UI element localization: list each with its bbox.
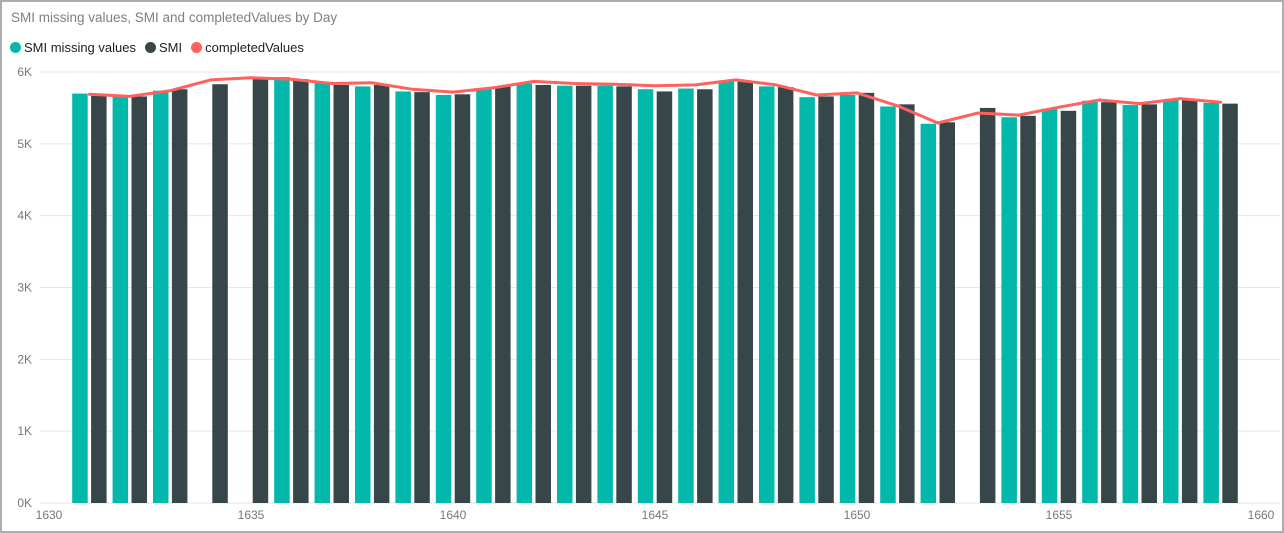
bar-smi[interactable]	[575, 85, 592, 504]
y-axis-label: 1K	[17, 424, 32, 438]
bar-smi[interactable]	[899, 104, 915, 503]
bar-smi[interactable]	[656, 91, 673, 504]
bar-smi-missing-values[interactable]	[355, 86, 371, 504]
bar-smi-missing-values[interactable]	[1203, 102, 1219, 504]
bar-smi[interactable]	[212, 84, 228, 503]
x-axis-label: 1655	[1046, 508, 1073, 522]
y-axis-label: 5K	[17, 137, 32, 151]
completedvalues-line[interactable]	[87, 76, 1223, 125]
bar-smi[interactable]	[495, 86, 511, 504]
legend-label: SMI missing values	[24, 40, 136, 55]
y-axis-label: 6K	[17, 65, 32, 79]
chart-title: SMI missing values, SMI and completedVal…	[11, 10, 338, 25]
bar-smi-missing-values[interactable]	[678, 88, 694, 504]
bar-smi[interactable]	[1181, 99, 1198, 503]
bar-smi-missing-values[interactable]	[557, 85, 573, 504]
legend-item-smi-missing-values[interactable]: SMI missing values	[10, 40, 136, 55]
bar-smi-missing-values[interactable]	[759, 86, 775, 504]
x-axis-label: 1640	[440, 508, 467, 522]
bar-smi-missing-values[interactable]	[1163, 100, 1179, 504]
bar-smi[interactable]	[939, 122, 956, 504]
legend: SMI missing values SMI completedValues	[10, 40, 304, 55]
bar-smi[interactable]	[697, 89, 713, 503]
y-axis-label: 0K	[17, 496, 32, 510]
bar-smi[interactable]	[91, 95, 107, 503]
bar-smi-missing-values[interactable]	[1082, 100, 1098, 503]
bar-smi[interactable]	[131, 96, 148, 503]
bar-smi-missing-values[interactable]	[395, 91, 411, 504]
bar-smi-missing-values[interactable]	[718, 81, 735, 503]
x-axis-label: 1645	[642, 508, 669, 522]
bar-smi[interactable]	[1141, 104, 1158, 503]
bar-smi[interactable]	[454, 94, 471, 504]
bar-smi[interactable]	[1222, 103, 1238, 504]
legend-label: completedValues	[205, 40, 304, 55]
bar-smi-missing-values[interactable]	[637, 89, 654, 503]
x-axis-label: 1650	[844, 508, 871, 522]
bar-smi-missing-values[interactable]	[839, 95, 856, 503]
bar-smi[interactable]	[171, 89, 188, 503]
bar-smi[interactable]	[616, 86, 632, 504]
bar-smi[interactable]	[777, 87, 794, 503]
bar-smi[interactable]	[1101, 102, 1117, 503]
legend-label: SMI	[158, 40, 183, 55]
legend-dot-icon	[144, 42, 156, 53]
bar-smi-missing-values[interactable]	[920, 123, 937, 503]
y-axis-label: 2K	[17, 352, 32, 366]
legend-item-smi[interactable]: SMI	[144, 40, 183, 55]
y-axis-label: 3K	[17, 281, 32, 295]
bar-smi[interactable]	[1060, 110, 1077, 503]
bar-smi-missing-values[interactable]	[880, 106, 896, 503]
bar-smi-missing-values[interactable]	[153, 90, 169, 503]
bar-smi-missing-values[interactable]	[799, 97, 815, 504]
bar-smi-missing-values[interactable]	[435, 95, 452, 503]
y-axis-label: 4K	[17, 209, 32, 223]
bar-smi-missing-values[interactable]	[1041, 108, 1058, 504]
legend-dot-icon	[10, 42, 21, 53]
x-axis-label: 1660	[1248, 508, 1275, 522]
x-axis-label: 1630	[36, 508, 63, 522]
bar-smi-missing-values[interactable]	[314, 82, 331, 504]
bar-smi[interactable]	[252, 78, 269, 503]
bar-smi[interactable]	[1020, 115, 1036, 503]
bar-smi[interactable]	[293, 79, 309, 503]
legend-dot-icon	[191, 42, 203, 53]
bar-smi[interactable]	[979, 107, 996, 503]
bar-smi[interactable]	[737, 80, 754, 504]
bar-smi[interactable]	[333, 84, 350, 503]
bar-smi-missing-values[interactable]	[597, 85, 613, 504]
x-axis-label: 1635	[238, 508, 265, 522]
legend-item-completedvalues[interactable]: completedValues	[191, 40, 304, 55]
bar-smi[interactable]	[818, 96, 834, 503]
bar-smi-missing-values[interactable]	[516, 83, 533, 503]
bar-smi-missing-values[interactable]	[1001, 117, 1017, 504]
bar-smi-missing-values[interactable]	[112, 96, 129, 503]
bar-smi-missing-values[interactable]	[476, 88, 492, 504]
bar-smi[interactable]	[535, 84, 552, 503]
bar-smi-missing-values[interactable]	[274, 77, 290, 504]
bar-smi[interactable]	[414, 92, 430, 504]
bar-smi-missing-values[interactable]	[72, 93, 88, 503]
bar-smi-missing-values[interactable]	[1122, 105, 1139, 503]
bar-smi[interactable]	[858, 92, 875, 503]
bar-smi[interactable]	[373, 84, 390, 503]
